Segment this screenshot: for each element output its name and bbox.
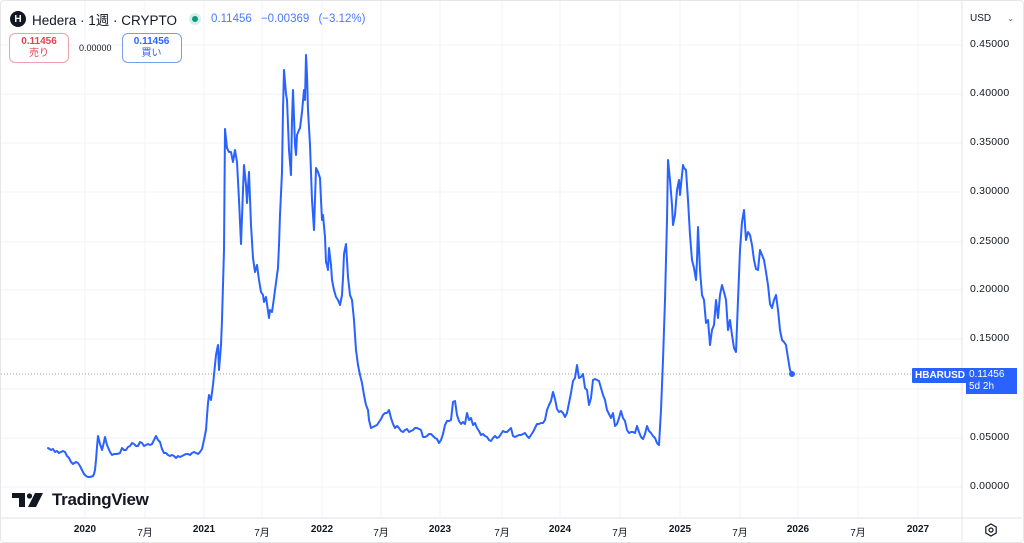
- buy-label: 買い: [141, 48, 162, 59]
- buy-button[interactable]: 0.11456 買い: [121, 33, 182, 63]
- price-label: 0.15000: [970, 332, 1010, 344]
- price-label: 0.20000: [970, 283, 1010, 295]
- hedera-logo-icon: H: [10, 11, 26, 27]
- price-change: −0.00369: [260, 13, 310, 25]
- price-line: [47, 54, 793, 478]
- time-label: 2021: [192, 524, 216, 535]
- quote-values: 0.11456 −0.00369 (−3.12%): [211, 13, 371, 25]
- time-label: 2022: [310, 524, 334, 535]
- time-label: 2020: [73, 524, 97, 535]
- spread-value: 0.00000: [79, 43, 112, 53]
- price-change-pct: (−3.12%): [318, 13, 366, 25]
- bar-countdown: 5d 2h: [969, 381, 995, 392]
- currency-selector[interactable]: USD ⌄: [966, 8, 1018, 28]
- symbol-header[interactable]: H Hedera · 1週 · CRYPTO 0.11456 −0.00369 …: [10, 9, 371, 29]
- tradingview-watermark[interactable]: TradingView: [12, 490, 149, 510]
- price-label: 0.00000: [970, 480, 1010, 492]
- price-label: 0.35000: [970, 136, 1010, 148]
- last-price-tag-value: 0.11456: [969, 369, 1005, 380]
- market-open-icon: [189, 13, 202, 25]
- time-label: 7月: [373, 528, 389, 539]
- last-price-tag: 0.11456 5d 2h: [966, 368, 1017, 394]
- last-price-marker: [789, 371, 795, 377]
- time-label: 2024: [548, 524, 572, 535]
- price-label: 0.30000: [970, 185, 1010, 197]
- sell-price: 0.11456: [21, 36, 57, 47]
- time-label: 2026: [786, 524, 810, 535]
- chevron-down-icon: ⌄: [1007, 13, 1014, 23]
- sell-label: 売り: [29, 48, 49, 59]
- time-label: 7月: [732, 528, 748, 539]
- tradingview-logo-icon: [12, 493, 43, 507]
- trade-panel: 0.11456 売り 0.00000 0.11456 買い: [9, 33, 182, 63]
- settings-gear-icon[interactable]: [984, 523, 998, 537]
- buy-price: 0.11456: [133, 36, 170, 47]
- time-label: 7月: [137, 528, 153, 539]
- symbol-title[interactable]: Hedera · 1週 · CRYPTO: [32, 13, 178, 28]
- tradingview-logo-text: TradingView: [52, 490, 149, 509]
- time-label: 7月: [254, 528, 270, 539]
- price-label: 0.45000: [970, 38, 1010, 50]
- time-label: 2027: [906, 524, 930, 535]
- price-label: 0.05000: [970, 431, 1010, 443]
- time-label: 2025: [668, 524, 692, 535]
- time-label: 7月: [850, 528, 866, 539]
- time-label: 2023: [428, 524, 452, 535]
- price-label: 0.40000: [970, 87, 1010, 99]
- price-label: 0.25000: [970, 235, 1010, 247]
- sell-button[interactable]: 0.11456 売り: [9, 33, 69, 63]
- currency-label: USD: [970, 12, 992, 24]
- v-gridlines: [84, 1, 919, 518]
- time-label: 7月: [494, 528, 510, 539]
- symbol-price-tag: HBARUSD: [912, 368, 968, 383]
- last-price: 0.11456: [211, 13, 252, 25]
- time-label: 7月: [612, 528, 628, 539]
